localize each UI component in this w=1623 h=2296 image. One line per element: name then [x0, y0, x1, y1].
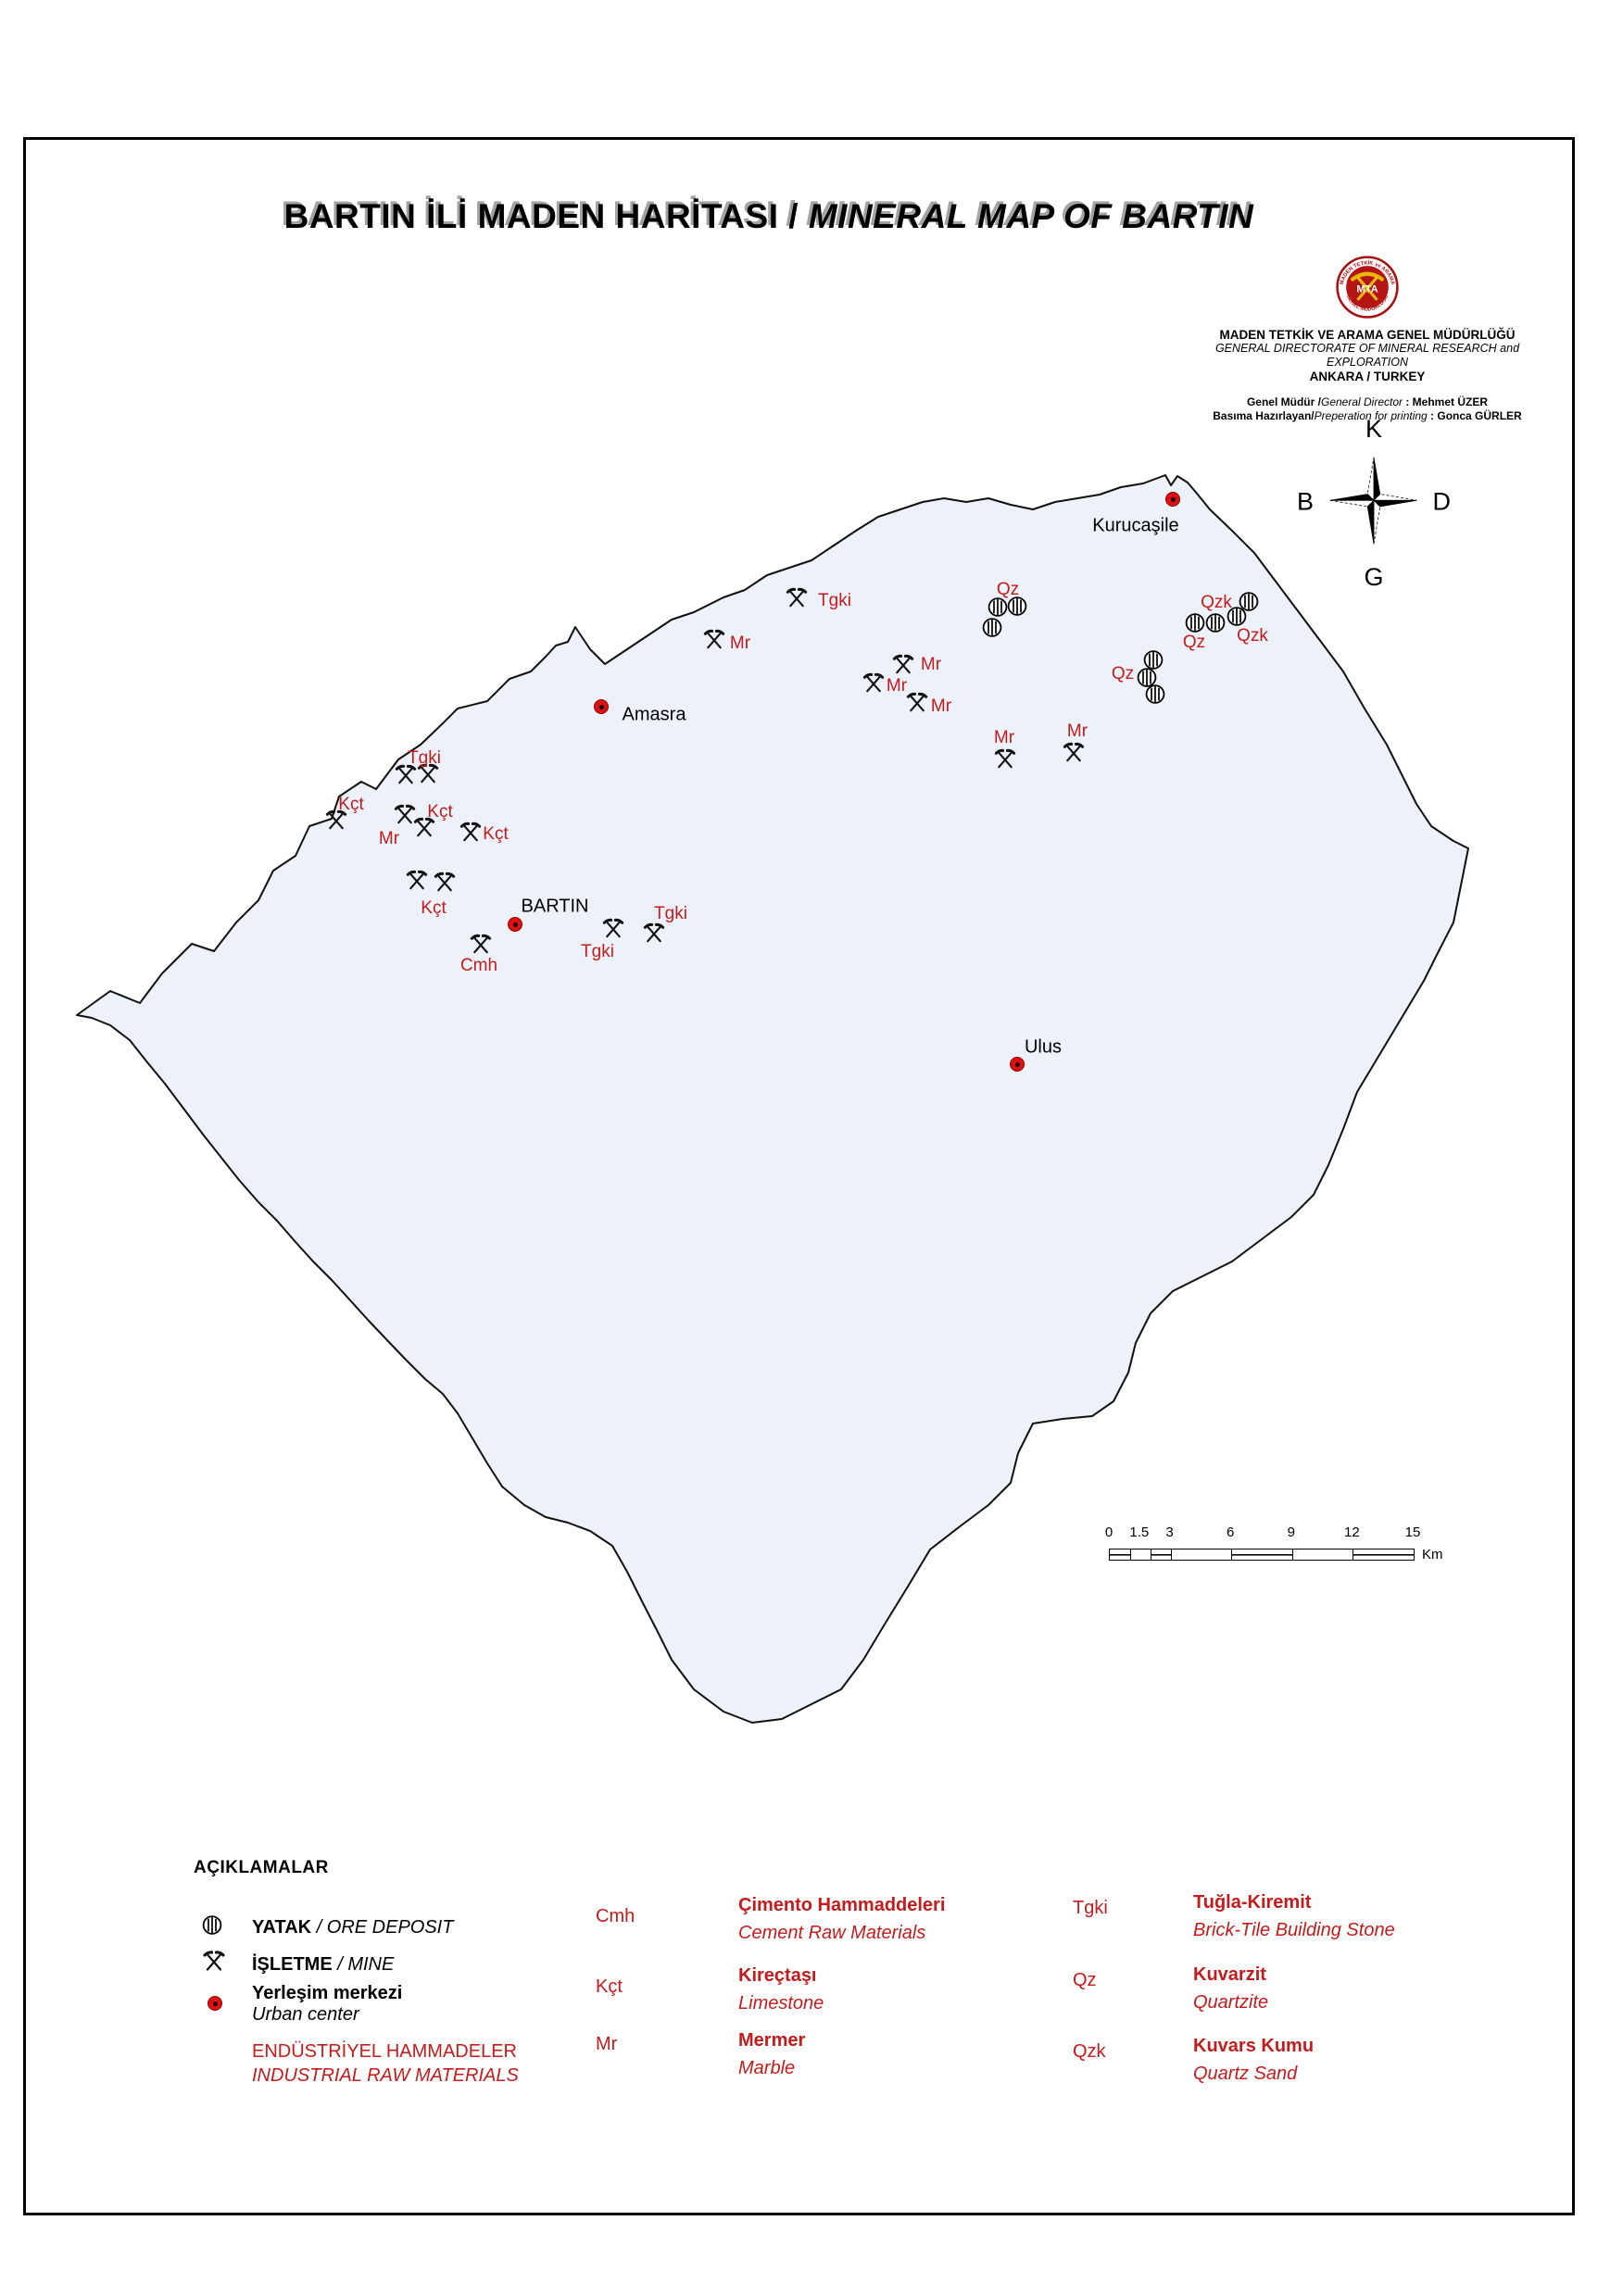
legend-title: AÇIKLAMALAR: [194, 1858, 329, 1877]
legend-urban-center-label-en: Urban center: [252, 2004, 359, 2025]
legend-category-tr: ENDÜSTRİYEL HAMMADELER: [252, 2041, 517, 2062]
map-frame-border: [23, 137, 1575, 2215]
scale-bar: 0 1.5 3 6 9 12 15 Km: [1105, 1524, 1479, 1567]
compass-star-icon: [1329, 457, 1417, 545]
legend-mineral-qzk: Kuvars Kumu Quartz Sand: [1193, 2036, 1315, 2084]
scale-segment: [1291, 1549, 1353, 1560]
scale-tick-label: 3: [1165, 1524, 1174, 1540]
legend-mine-label: İŞLETME / MINE: [252, 1954, 395, 1975]
legend-urban-center-icon: [208, 1996, 222, 2011]
scale-segment: [1170, 1549, 1232, 1560]
legend-abbr-kct: Kçt: [596, 1976, 623, 1997]
page-title: BARTIN İLİ MADEN HARİTASI / MINERAL MAP …: [23, 197, 1515, 236]
legend-mineral-qz: Kuvarzit Quartzite: [1193, 1964, 1269, 2013]
legend-abbr-cmh: Cmh: [596, 1906, 635, 1926]
crossed-pickaxes-icon: [1350, 271, 1385, 301]
legend-ore-deposit-label: YATAK / ORE DEPOSIT: [252, 1917, 454, 1938]
legend-abbr-mr: Mr: [596, 2034, 618, 2054]
scale-unit-label: Km: [1422, 1547, 1443, 1562]
province-outline: [76, 474, 1469, 1724]
scale-segment: [1231, 1549, 1292, 1560]
title-english: MINERAL MAP OF BARTIN: [808, 197, 1254, 235]
credits: Genel Müdür /General Director : Mehmet Ü…: [1175, 395, 1560, 423]
director-line: Genel Müdür /General Director : Mehmet Ü…: [1246, 395, 1489, 408]
scale-segment: [1352, 1549, 1414, 1560]
scale-tick-label: 9: [1287, 1524, 1295, 1540]
legend-mineral-cmh: Çimento Hammaddeleri Cement Raw Materials: [738, 1895, 946, 1943]
scale-segment: [1129, 1549, 1151, 1560]
scale-segment: [1150, 1549, 1171, 1560]
preparer-line: Basıma Hazırlayan/Preperation for printi…: [1213, 409, 1522, 422]
legend-ore-deposit-icon: [202, 1915, 222, 1940]
scale-tick-labels: 0 1.5 3 6 9 12 15: [1105, 1524, 1421, 1543]
scale-tick-label: 1.5: [1129, 1524, 1150, 1540]
compass-rose: K B D G: [1295, 415, 1453, 591]
org-city: ANKARA / TURKEY: [1309, 370, 1426, 383]
scale-tick-label: 12: [1344, 1524, 1360, 1540]
compass-south-label: G: [1364, 563, 1384, 591]
organization-block: MADEN TETKİK ve ARAMA GENEL MÜDÜRLÜĞÜ MT…: [1175, 256, 1560, 423]
scale-segment: [1110, 1549, 1130, 1560]
legend-mineral-kct: Kireçtaşı Limestone: [738, 1965, 824, 2014]
logo-center-text: MTA: [1356, 283, 1378, 295]
mta-logo: MADEN TETKİK ve ARAMA GENEL MÜDÜRLÜĞÜ MT…: [1336, 256, 1399, 319]
legend-mineral-mr: Mermer Marble: [738, 2030, 806, 2078]
compass-east-label: D: [1432, 486, 1452, 515]
legend-abbr-qz: Qz: [1073, 1970, 1097, 1990]
legend-mine-icon: [202, 1951, 226, 1979]
legend-category-en: INDUSTRIAL RAW MATERIALS: [252, 2065, 519, 2086]
title-separator: /: [778, 197, 809, 235]
org-name-turkish: MADEN TETKİK VE ARAMA GENEL MÜDÜRLÜĞÜ: [1219, 328, 1516, 342]
scale-tick-label: 15: [1404, 1524, 1421, 1540]
org-name-english: GENERAL DIRECTORATE OF MINERAL RESEARCH …: [1214, 342, 1520, 369]
scale-tick-label: 0: [1104, 1524, 1113, 1540]
legend-mineral-tgki: Tuğla-Kiremit Brick-Tile Building Stone: [1193, 1892, 1395, 1940]
legend-urban-center-label-tr: Yerleşim merkezi: [252, 1983, 403, 2003]
scale-bar-track: [1109, 1549, 1415, 1561]
legend-abbr-qzk: Qzk: [1073, 2041, 1106, 2062]
title-turkish: BARTIN İLİ MADEN HARİTASI: [283, 197, 779, 235]
scale-tick-label: 6: [1227, 1524, 1235, 1540]
compass-west-label: B: [1297, 486, 1315, 515]
compass-north-label: K: [1365, 415, 1383, 443]
legend-abbr-tgki: Tgki: [1073, 1898, 1108, 1918]
